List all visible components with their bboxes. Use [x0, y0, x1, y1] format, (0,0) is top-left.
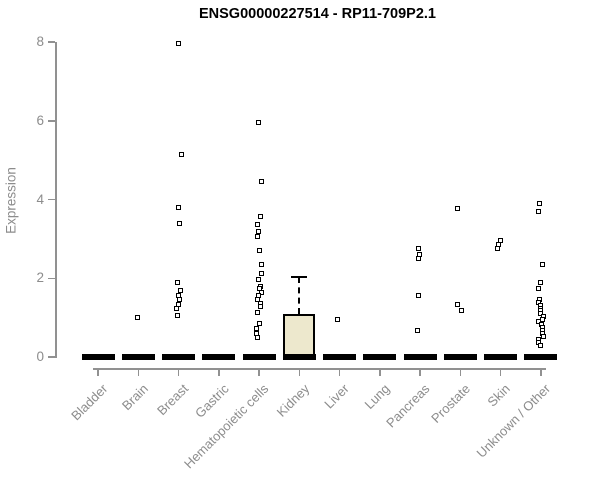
data-point — [536, 200, 542, 206]
x-category-label: Prostate — [428, 381, 474, 426]
x-axis-tick — [137, 368, 140, 376]
data-point — [175, 204, 181, 210]
y-tick-label: 4 — [36, 191, 44, 207]
data-point — [541, 334, 547, 340]
x-axis-tick — [97, 368, 99, 376]
data-point — [255, 309, 261, 315]
data-point — [259, 289, 265, 295]
y-tick-label: 8 — [36, 34, 44, 49]
x-axis-tick — [499, 368, 502, 376]
x-category-label: Liver — [321, 381, 353, 412]
data-point — [415, 327, 421, 333]
data-point — [455, 302, 461, 308]
data-point — [257, 248, 263, 254]
data-point — [258, 304, 264, 310]
data-point — [256, 120, 262, 126]
x-category-label: Pancreas — [383, 381, 433, 431]
data-point — [175, 41, 181, 47]
data-point — [416, 246, 421, 252]
data-point — [255, 222, 261, 228]
data-point — [259, 270, 265, 276]
median-bar — [323, 354, 357, 360]
x-category-label: Skin — [484, 381, 514, 410]
x-axis-tick — [419, 368, 421, 376]
median-bar — [242, 354, 276, 360]
x-axis-tick — [298, 368, 301, 376]
x-axis-tick — [540, 368, 542, 376]
y-axis-tick — [48, 120, 55, 122]
data-point — [415, 256, 421, 262]
median-bar — [484, 354, 518, 360]
y-axis-tick — [48, 356, 55, 358]
y-tick-label: 2 — [36, 270, 44, 286]
x-axis-tick — [218, 368, 220, 376]
data-point — [178, 151, 184, 157]
data-point — [539, 262, 545, 268]
x-category-label: Brain — [118, 381, 151, 414]
data-point — [259, 262, 265, 268]
data-point — [455, 205, 461, 211]
x-axis-tick — [177, 368, 180, 376]
data-point — [254, 325, 260, 331]
x-category-label: Breast — [153, 381, 192, 419]
data-point — [257, 213, 263, 219]
median-bar — [363, 354, 397, 360]
y-axis-tick — [48, 41, 55, 43]
chart-title: ENSG00000227514 - RP11-709P2.1 — [198, 6, 436, 22]
data-point — [176, 220, 182, 226]
data-point — [176, 292, 182, 298]
x-axis-tick — [338, 368, 341, 376]
x-axis-tick — [379, 368, 381, 376]
median-bar — [121, 354, 155, 360]
x-axis-line — [93, 368, 546, 370]
y-tick-label: 6 — [36, 112, 44, 128]
data-point — [254, 234, 260, 240]
median-bar — [162, 354, 196, 360]
data-point — [254, 297, 260, 303]
x-category-label: Bladder — [68, 381, 111, 424]
data-point — [540, 316, 546, 322]
x-category-label: Kidney — [273, 381, 312, 420]
data-point — [538, 280, 544, 286]
data-point — [174, 279, 180, 285]
x-axis-tick — [258, 368, 260, 376]
data-point — [538, 311, 544, 317]
data-point — [256, 276, 262, 282]
data-point — [538, 342, 544, 348]
x-category-label: Lung — [361, 381, 393, 413]
data-point — [335, 317, 341, 323]
y-axis-tick — [48, 198, 55, 201]
median-bar — [443, 354, 477, 360]
data-point — [173, 305, 179, 311]
x-category-label: Unknown / Other — [474, 381, 554, 461]
whisker-line — [298, 277, 301, 314]
data-point — [415, 293, 421, 299]
data-point — [255, 334, 261, 340]
data-point — [256, 320, 262, 326]
y-axis-tick — [48, 277, 55, 279]
box-rect — [283, 313, 316, 357]
data-point — [535, 208, 541, 214]
y-tick-label: 0 — [36, 349, 44, 364]
data-point — [259, 179, 265, 185]
median-bar — [282, 354, 316, 360]
y-axis-line — [55, 42, 57, 358]
whisker-cap — [291, 275, 308, 279]
data-point — [256, 229, 262, 235]
data-point — [495, 246, 501, 252]
x-axis-tick — [459, 368, 462, 376]
median-bar — [403, 354, 437, 360]
median-bar — [524, 354, 558, 360]
data-point — [177, 287, 183, 293]
data-point — [536, 285, 541, 291]
data-point — [175, 312, 181, 318]
median-bar — [81, 354, 115, 360]
data-point — [134, 315, 140, 321]
median-bar — [202, 354, 236, 360]
data-point — [458, 308, 464, 314]
